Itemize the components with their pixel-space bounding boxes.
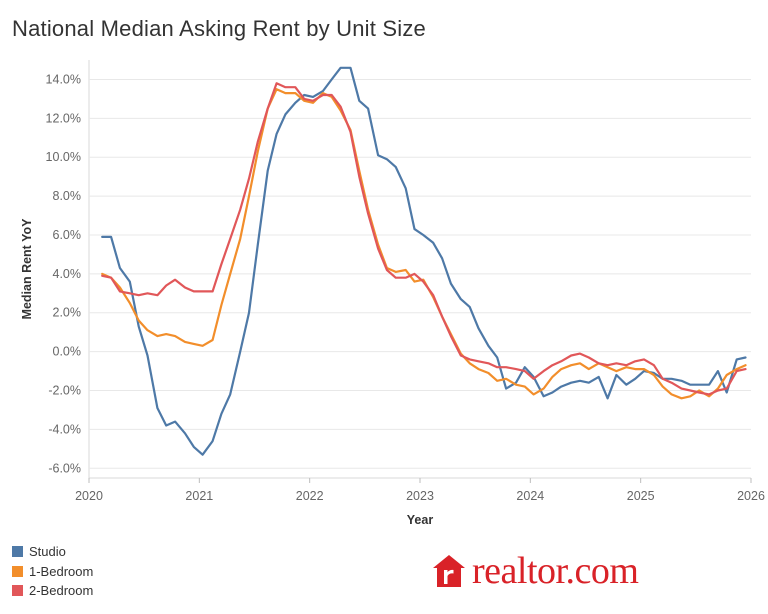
x-tick-label: 2020 — [75, 489, 103, 503]
series-line-2-bedroom — [101, 82, 747, 396]
legend-item: 2-Bedroom — [12, 581, 93, 601]
legend-item: 1-Bedroom — [12, 562, 93, 582]
y-tick-label: 0.0% — [53, 345, 82, 359]
x-axis-title: Year — [407, 513, 434, 527]
x-tick-label: 2022 — [296, 489, 324, 503]
legend-label: Studio — [29, 544, 66, 560]
y-tick-label: -4.0% — [48, 422, 81, 436]
legend-item: Studio — [12, 542, 93, 562]
y-axis-title: Median Rent YoY — [20, 218, 34, 320]
x-tick-label: 2026 — [737, 489, 765, 503]
y-tick-label: -6.0% — [48, 461, 81, 475]
legend-swatch — [12, 565, 23, 577]
x-tick-label: 2024 — [516, 489, 544, 503]
y-tick-label: -2.0% — [48, 384, 81, 398]
y-tick-label: 2.0% — [53, 306, 82, 320]
series-line-studio — [101, 66, 747, 456]
legend-swatch — [12, 585, 23, 597]
realtor-house-r-icon — [433, 555, 465, 587]
y-tick-label: 10.0% — [46, 150, 81, 164]
legend: Studio 1-Bedroom 2-Bedroom — [12, 542, 93, 601]
y-tick-label: 8.0% — [53, 189, 82, 203]
x-tick-label: 2021 — [185, 489, 213, 503]
x-tick-label: 2023 — [406, 489, 434, 503]
realtor-logo: realtor.com — [432, 550, 639, 592]
y-tick-label: 6.0% — [53, 228, 82, 242]
line-chart: -6.0% -4.0% -2.0% 0.0% 2.0% 4.0% 6.0% 8.0% 10.0%… — [20, 60, 765, 527]
legend-label: 1-Bedroom — [29, 563, 94, 579]
legend-swatch — [12, 546, 23, 558]
y-tick-label: 12.0% — [46, 111, 81, 125]
y-tick-label: 4.0% — [53, 267, 82, 281]
x-tick-label: 2025 — [627, 489, 655, 503]
chart-title: National Median Asking Rent by Unit Size — [12, 16, 426, 41]
legend-label: 2-Bedroom — [29, 583, 94, 599]
realtor-logo-text: realtor.com — [472, 550, 639, 592]
series-line-1-bedroom — [101, 88, 747, 400]
y-tick-label: 14.0% — [46, 72, 81, 86]
